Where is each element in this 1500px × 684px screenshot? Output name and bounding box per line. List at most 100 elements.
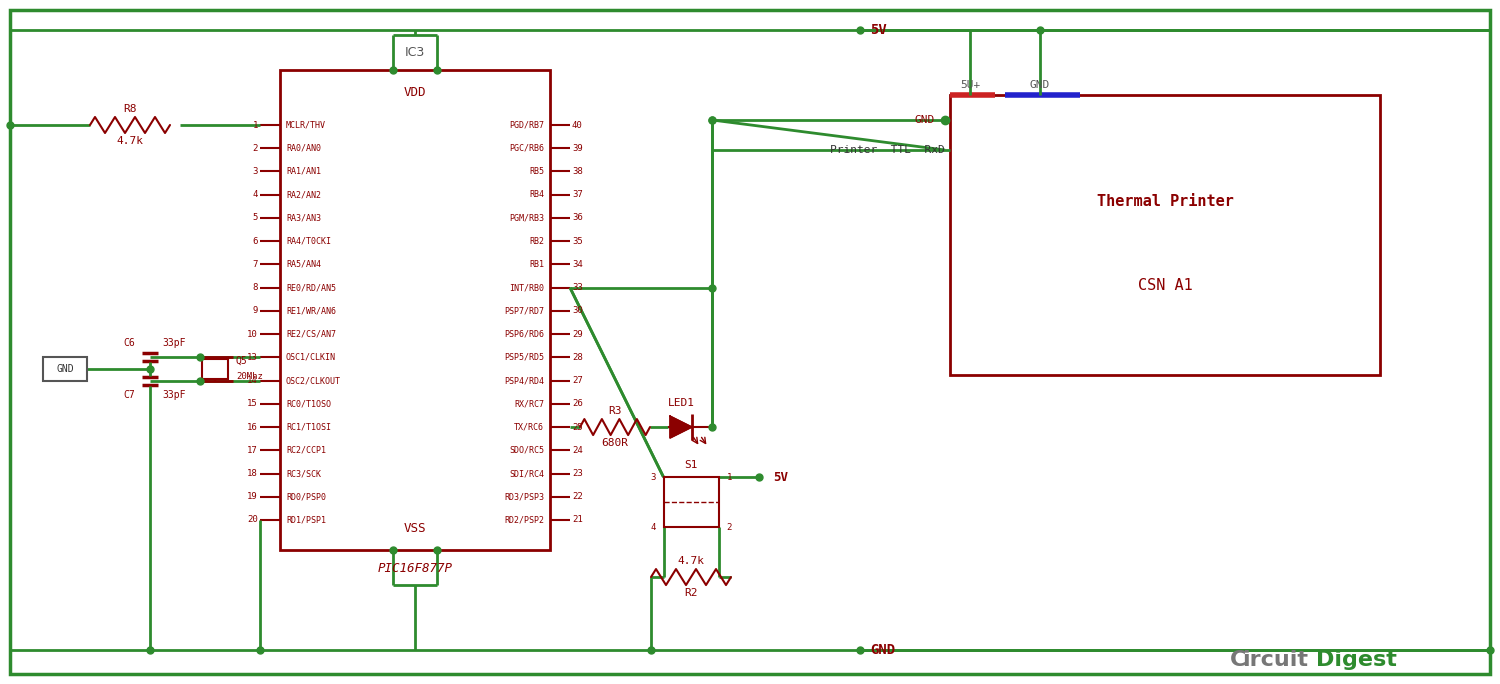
Text: 15: 15 — [248, 399, 258, 408]
Text: PSP5/RD5: PSP5/RD5 — [504, 353, 544, 362]
Text: 1: 1 — [252, 120, 258, 129]
Text: RA0/AN0: RA0/AN0 — [286, 144, 321, 153]
Text: TX/RC6: TX/RC6 — [514, 423, 544, 432]
Text: RX/RC7: RX/RC7 — [514, 399, 544, 408]
Text: RA3/AN3: RA3/AN3 — [286, 213, 321, 222]
Text: 35: 35 — [572, 237, 582, 246]
Text: S1: S1 — [684, 460, 698, 470]
Text: 18: 18 — [248, 469, 258, 478]
Text: PGC/RB6: PGC/RB6 — [509, 144, 544, 153]
Text: 21: 21 — [572, 516, 582, 525]
Text: 22: 22 — [572, 492, 582, 501]
Text: 30: 30 — [572, 306, 582, 315]
Text: 20Mhz: 20Mhz — [236, 373, 262, 382]
Text: 2: 2 — [252, 144, 258, 153]
Text: C6: C6 — [123, 339, 135, 348]
Text: RC0/T1OSO: RC0/T1OSO — [286, 399, 332, 408]
Text: GND: GND — [915, 115, 934, 125]
Text: RA2/AN2: RA2/AN2 — [286, 190, 321, 199]
Text: R3: R3 — [609, 406, 621, 416]
Text: 33: 33 — [572, 283, 582, 292]
Text: RE2/CS/AN7: RE2/CS/AN7 — [286, 330, 336, 339]
Text: 28: 28 — [572, 353, 582, 362]
Text: GND: GND — [56, 364, 74, 374]
Text: GND: GND — [1030, 80, 1050, 90]
Text: RB2: RB2 — [530, 237, 544, 246]
Text: GND: GND — [870, 643, 895, 657]
Text: 14: 14 — [248, 376, 258, 385]
Text: PSP7/RD7: PSP7/RD7 — [504, 306, 544, 315]
Text: RC1/T1OSI: RC1/T1OSI — [286, 423, 332, 432]
Bar — [44, 357, 87, 381]
Text: 24: 24 — [572, 446, 582, 455]
Bar — [202, 359, 228, 379]
Text: SDI/RC4: SDI/RC4 — [509, 469, 544, 478]
Text: 26: 26 — [572, 399, 582, 408]
Text: 33pF: 33pF — [162, 339, 186, 348]
Text: C7: C7 — [123, 390, 135, 399]
Text: RC3/SCK: RC3/SCK — [286, 469, 321, 478]
Text: 23: 23 — [572, 469, 582, 478]
Text: IC3: IC3 — [405, 46, 424, 59]
Text: 3: 3 — [252, 167, 258, 176]
Text: RD3/PSP3: RD3/PSP3 — [504, 492, 544, 501]
Text: 37: 37 — [572, 190, 582, 199]
Text: 40: 40 — [572, 120, 582, 129]
Text: Q5: Q5 — [236, 356, 248, 366]
Text: PGD/RB7: PGD/RB7 — [509, 120, 544, 129]
Text: 1: 1 — [726, 473, 732, 482]
Text: 2: 2 — [726, 523, 732, 531]
Text: RE0/RD/AN5: RE0/RD/AN5 — [286, 283, 336, 292]
Text: RA1/AN1: RA1/AN1 — [286, 167, 321, 176]
Text: 5V: 5V — [774, 471, 789, 484]
Text: Printer  TTL  RxD: Printer TTL RxD — [831, 145, 945, 155]
Text: 25: 25 — [572, 423, 582, 432]
Text: RE1/WR/AN6: RE1/WR/AN6 — [286, 306, 336, 315]
Text: 4: 4 — [650, 523, 656, 531]
Text: 36: 36 — [572, 213, 582, 222]
Bar — [950, 95, 1380, 375]
Text: 10: 10 — [248, 330, 258, 339]
Text: RD1/PSP1: RD1/PSP1 — [286, 516, 326, 525]
Text: LED1: LED1 — [668, 398, 694, 408]
Text: 5U+: 5U+ — [960, 80, 980, 90]
Text: 16: 16 — [248, 423, 258, 432]
Text: OSC1/CLKIN: OSC1/CLKIN — [286, 353, 336, 362]
Text: 4.7k: 4.7k — [117, 136, 144, 146]
Text: VSS: VSS — [404, 521, 426, 534]
Text: RA4/T0CKI: RA4/T0CKI — [286, 237, 332, 246]
Text: 8: 8 — [252, 283, 258, 292]
Text: 13: 13 — [248, 353, 258, 362]
Text: 17: 17 — [248, 446, 258, 455]
Text: 4: 4 — [252, 190, 258, 199]
Text: PGM/RB3: PGM/RB3 — [509, 213, 544, 222]
Polygon shape — [670, 416, 692, 438]
Text: 29: 29 — [572, 330, 582, 339]
Text: Thermal Printer: Thermal Printer — [1096, 194, 1233, 209]
Text: 3: 3 — [650, 473, 656, 482]
Text: 4.7k: 4.7k — [678, 556, 705, 566]
Text: RD2/PSP2: RD2/PSP2 — [504, 516, 544, 525]
Bar — [280, 70, 550, 550]
Text: 20: 20 — [248, 516, 258, 525]
Text: INT/RB0: INT/RB0 — [509, 283, 544, 292]
Text: 19: 19 — [248, 492, 258, 501]
Text: RB4: RB4 — [530, 190, 544, 199]
Text: PSP6/RD6: PSP6/RD6 — [504, 330, 544, 339]
Text: 27: 27 — [572, 376, 582, 385]
Text: PSP4/RD4: PSP4/RD4 — [504, 376, 544, 385]
Text: RC2/CCP1: RC2/CCP1 — [286, 446, 326, 455]
Text: ircuit: ircuit — [1242, 650, 1308, 670]
Text: 6: 6 — [252, 237, 258, 246]
Text: 9: 9 — [252, 306, 258, 315]
Text: CSN A1: CSN A1 — [1137, 278, 1192, 293]
Text: 5: 5 — [252, 213, 258, 222]
Bar — [663, 477, 718, 527]
Text: OSC2/CLKOUT: OSC2/CLKOUT — [286, 376, 340, 385]
Text: 33pF: 33pF — [162, 390, 186, 399]
Text: Digest: Digest — [1316, 650, 1396, 670]
Text: 5V: 5V — [870, 23, 886, 37]
Text: RB1: RB1 — [530, 260, 544, 269]
Text: SDO/RC5: SDO/RC5 — [509, 446, 544, 455]
Text: RD0/PSP0: RD0/PSP0 — [286, 492, 326, 501]
